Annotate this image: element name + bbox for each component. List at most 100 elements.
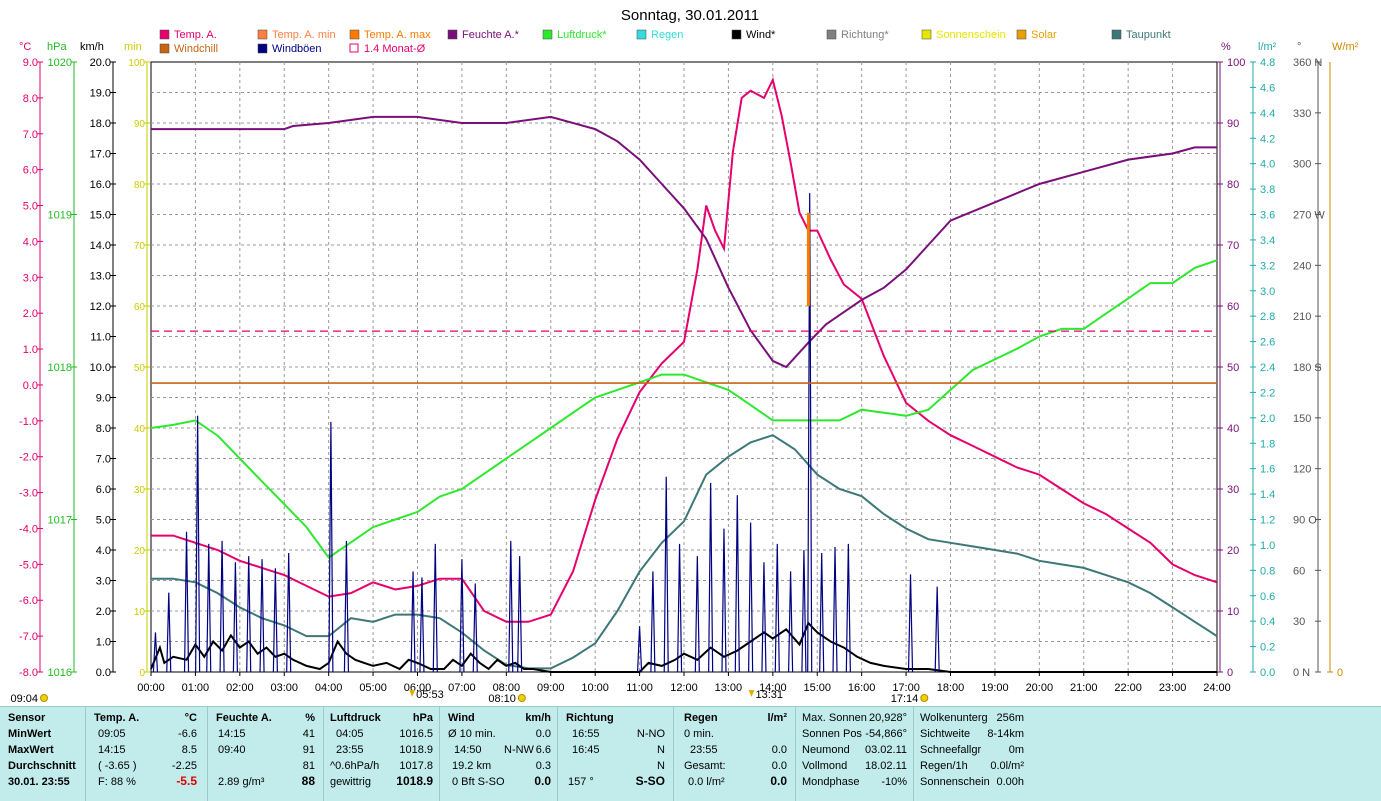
axis-tick-label-minutes: 0: [139, 668, 145, 679]
legend-swatch: [921, 29, 932, 40]
misc-label: Sichtweite: [920, 728, 971, 740]
stat-wind-max: 6.6: [535, 744, 551, 756]
gust-spike: [708, 482, 714, 673]
stat-block-wind: Wind km/h Ø 10 min. 0.0 14:50 N-NW 6.6 1…: [440, 707, 558, 801]
stat-header-direction: Richtung: [566, 712, 614, 724]
stat-unit-pressure: hPa: [412, 712, 433, 724]
axis-tick-label-rain: 1.0: [1260, 540, 1275, 552]
stat-temp-current-note: F: 88 %: [98, 776, 136, 788]
axis-tick-label-direction: 240: [1293, 260, 1311, 272]
sun-icon: [40, 694, 48, 702]
axis-tick-label-direction: 270 W: [1293, 210, 1325, 222]
x-axis-tick-label: 19:00: [981, 682, 1009, 694]
axis-tick-label-minutes: 30: [134, 485, 146, 496]
marker-time: 08:10: [488, 693, 516, 705]
axis-tick-label-wind: 0.0: [96, 667, 111, 679]
axis-tick-label-temp: -3.0: [19, 488, 38, 500]
stat-wind-max-time: 14:50: [454, 744, 482, 756]
stat-pressure-max-time: 23:55: [336, 744, 364, 756]
x-axis-tick-label: 22:00: [1114, 682, 1142, 694]
legend-swatch: [257, 43, 268, 54]
axis-tick-label-rain: 3.8: [1260, 184, 1275, 196]
axis-tick-label-humidity: 40: [1227, 423, 1239, 435]
stat-block-misc: Wolkenunterg 256m Sichtweite 8-14km Schn…: [914, 707, 1038, 801]
legend-label: Luftdruck*: [557, 29, 607, 41]
stat-rain-current: 0.0: [770, 774, 787, 788]
axis-tick-label-direction: 30: [1293, 616, 1305, 628]
stat-block-astro: Max. Sonnen 20,928° Sonnen Pos -54,866° …: [796, 707, 914, 801]
axis-tick-label-rain: 3.2: [1260, 260, 1275, 272]
gust-spike: [472, 583, 478, 673]
gust-spike: [801, 549, 807, 673]
astro-value: 18.02.11: [864, 760, 907, 772]
stat-temp-current: -5.5: [176, 774, 197, 788]
misc-value: 256m: [996, 712, 1024, 724]
astro-label: Sonnen Pos: [802, 728, 862, 740]
legend-label: Wind*: [746, 29, 776, 41]
axis-tick-label-rain: 2.2: [1260, 387, 1275, 399]
marker-time: 13:31: [756, 689, 784, 701]
misc-value: 0.0l/m²: [990, 760, 1024, 772]
stat-dir-min: N-NO: [636, 728, 665, 740]
stat-wind-daily: 0.3: [535, 760, 551, 772]
grid: [151, 62, 1217, 672]
stat-wind-distance: 19.2 km: [452, 760, 492, 772]
stat-wind-max-dir: N-NW: [504, 744, 534, 756]
axis-tick-label-wind: 1.0: [96, 637, 111, 649]
marker-time: 17:14: [891, 693, 919, 705]
axis-tick-label-rain: 0.8: [1260, 565, 1275, 577]
gust-spike: [517, 556, 523, 673]
axis-unit-wind: km/h: [80, 41, 104, 53]
legend-label: Richtung*: [841, 29, 889, 41]
gust-spike: [419, 577, 425, 673]
x-axis-tick-label: 10:00: [581, 682, 609, 694]
stat-dir-max: N: [657, 744, 665, 756]
axis-tick-label-pressure: 1019: [48, 210, 72, 222]
x-axis-tick-label: 18:00: [937, 682, 965, 694]
x-axis-tick-label: 12:00: [670, 682, 698, 694]
x-axis-tick-label: 16:00: [848, 682, 876, 694]
stat-temp-avg: -2.25: [171, 760, 197, 772]
axis-tick-label-temp: 5.0: [23, 201, 38, 213]
axis-tick-label-minutes: 50: [134, 363, 146, 374]
axis-tick-label-temp: -4.0: [19, 523, 38, 535]
stat-unit-humidity: %: [305, 712, 315, 724]
stat-pressure-max: 1018.9: [399, 744, 433, 756]
axis-tick-label-pressure: 1017: [48, 515, 72, 527]
axis-tick-label-humidity: 0: [1227, 667, 1233, 679]
stat-humidity-max-time: 09:40: [218, 744, 246, 756]
gust-spike: [748, 522, 754, 673]
gust-spike: [663, 476, 669, 673]
gust-spike: [259, 559, 265, 673]
stat-humidity-avg: 81: [302, 760, 315, 772]
axis-tick-label-pressure: 1020: [48, 57, 72, 69]
astro-label: Neumond: [802, 744, 850, 756]
legend-swatch: [636, 29, 647, 40]
axis-tick-label-direction: 180 S: [1293, 362, 1322, 374]
stat-rain-total-label: Gesamt:: [684, 760, 726, 772]
stat-pressure-trend: ^0.6hPa/h: [330, 760, 380, 772]
stat-pressure-min-time: 04:05: [336, 728, 364, 740]
gust-spike: [676, 543, 683, 673]
x-axis-tick-label: 03:00: [270, 682, 298, 694]
chart-title: Sonntag, 30.01.2011: [621, 7, 759, 24]
axis-tick-label-humidity: 20: [1227, 545, 1239, 557]
x-axis-tick-label: 23:00: [1159, 682, 1187, 694]
axis-tick-label-temp: -1.0: [19, 416, 38, 428]
stat-row-label: 30.01. 23:55: [8, 776, 70, 788]
x-axis-tick-label: 05:00: [359, 682, 387, 694]
axis-tick-label-rain: 1.6: [1260, 464, 1275, 476]
axis-tick-label-minutes: 20: [134, 546, 146, 557]
stat-unit-temp: °C: [184, 712, 197, 724]
axis-tick-label-wind: 7.0: [96, 454, 111, 466]
stat-block-rain: Regen l/m² 0 min. 23:55 0.0 Gesamt: 0.0 …: [674, 707, 796, 801]
gust-spike: [272, 568, 278, 673]
axis-tick-label-temp: 0.0: [23, 380, 38, 392]
stat-humidity-min-time: 14:15: [218, 728, 246, 740]
axis-tick-label-minutes: 90: [134, 119, 146, 130]
axis-tick-label-rain: 1.2: [1260, 515, 1275, 527]
axis-tick-label-wind: 11.0: [90, 332, 111, 344]
axis-tick-label-wind: 13.0: [90, 271, 111, 283]
legend-swatch: [826, 29, 837, 40]
axis-tick-label-temp: 8.0: [23, 93, 38, 105]
